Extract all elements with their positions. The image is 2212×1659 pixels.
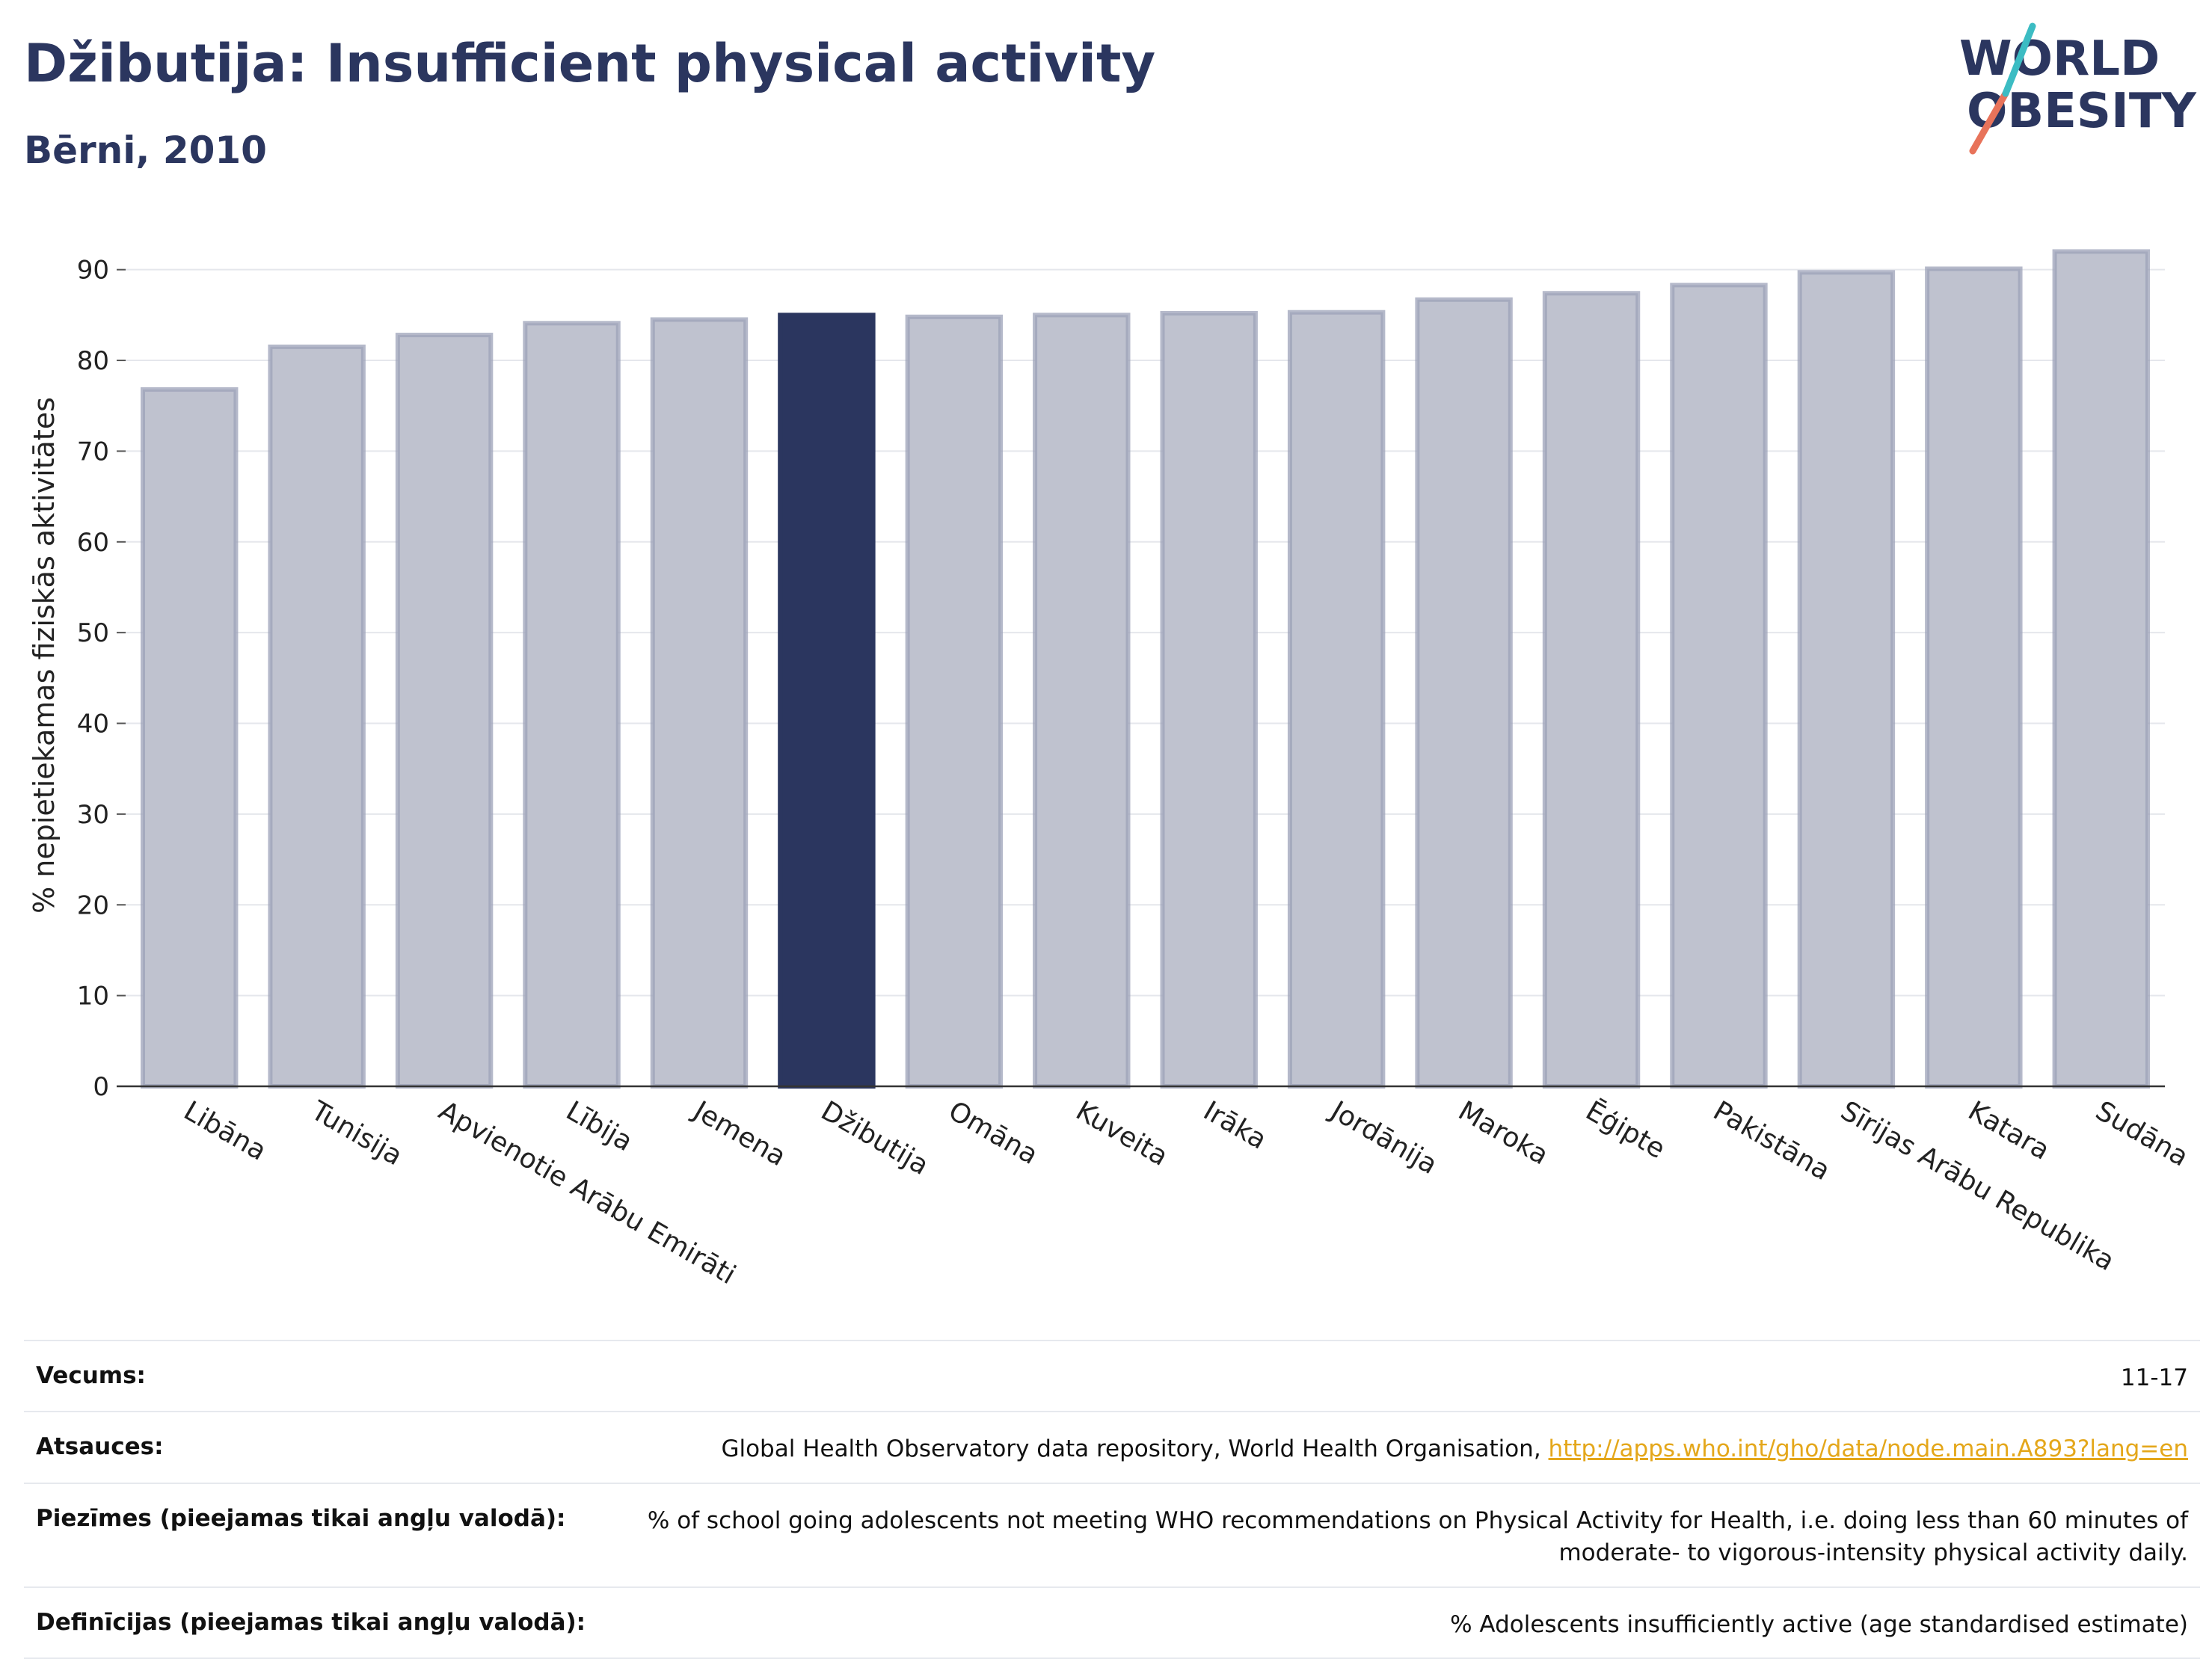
info-table: Vecums: 11-17 Atsauces: Global Health Obser… xyxy=(24,1340,2200,1659)
y-tick-label: 90 xyxy=(77,256,109,286)
info-key: Definīcijas (pieejamas tikai angļu valod… xyxy=(36,1608,586,1636)
page-title: Džibutija: Insufficient physical activit… xyxy=(24,33,1156,94)
x-tick-label: Pakistāna xyxy=(1708,1095,1835,1186)
info-value: 11-17 xyxy=(2121,1362,2188,1394)
info-row: Vecums: 11-17 xyxy=(24,1340,2200,1411)
info-row: Piezīmes (pieejamas tikai angļu valodā):… xyxy=(24,1482,2200,1586)
x-tick-label: Sudāna xyxy=(2090,1095,2193,1172)
category-labels: Libāna Tunisija Apvienotie Arābu EmirātiLī… xyxy=(179,1095,2193,1290)
y-tick-label: 50 xyxy=(77,618,109,648)
info-value-text: Global Health Observatory data repositor… xyxy=(721,1435,1549,1463)
y-tick-label: 0 xyxy=(93,1072,109,1102)
world-obesity-logo: WORLD OBESITY xyxy=(1959,22,2196,155)
bar xyxy=(1670,283,1768,1089)
bar xyxy=(141,387,239,1089)
info-key: Vecums: xyxy=(36,1362,146,1389)
info-value: Global Health Observatory data repositor… xyxy=(721,1433,2188,1465)
bar xyxy=(1542,291,1641,1089)
y-tick-label: 60 xyxy=(77,528,109,558)
page-subtitle: Bērni, 2010 xyxy=(24,129,267,172)
info-value-text: % Adolescents insufficiently active (age… xyxy=(1450,1610,2188,1638)
info-value-text: 11-17 xyxy=(2120,1364,2188,1391)
x-tick-label: Libāna xyxy=(179,1095,271,1166)
logo-line1: WORLD xyxy=(1959,31,2160,87)
x-tick-label: Džibutija xyxy=(816,1095,934,1181)
info-row: Atsauces: Global Health Observatory data … xyxy=(24,1411,2200,1482)
x-tick-label: Katara xyxy=(1963,1095,2055,1166)
bars xyxy=(141,249,2150,1089)
info-row: Definīcijas (pieejamas tikai angļu valod… xyxy=(24,1586,2200,1659)
y-tick-label: 20 xyxy=(77,890,109,920)
x-tick-label: Omāna xyxy=(943,1095,1042,1171)
logo-slash-teal xyxy=(2002,22,2036,97)
info-value-text: % of school going adolescents not meetin… xyxy=(647,1506,2188,1567)
y-tick-label: 40 xyxy=(77,710,109,739)
x-tick-label: Irāka xyxy=(1198,1095,1271,1155)
bar xyxy=(1925,266,2023,1089)
bar xyxy=(1287,310,1386,1089)
y-tick-label: 10 xyxy=(77,982,109,1012)
x-tick-label: Maroka xyxy=(1453,1095,1553,1171)
bar-highlighted xyxy=(778,313,876,1089)
bar xyxy=(1160,310,1258,1089)
y-tick-label: 80 xyxy=(77,346,109,376)
x-tick-label: Ēģipte xyxy=(1581,1095,1671,1165)
source-link[interactable]: http://apps.who.int/gho/data/node.main.A… xyxy=(1548,1435,2188,1463)
bar xyxy=(905,314,1004,1089)
bar xyxy=(650,317,749,1089)
x-tick-label: Jordānija xyxy=(1324,1095,1443,1181)
info-value: % Adolescents insufficiently active (age… xyxy=(1450,1609,2188,1641)
bar xyxy=(2052,249,2150,1089)
info-key: Atsauces: xyxy=(36,1433,164,1461)
bar xyxy=(1033,313,1131,1089)
x-tick-label: Jemena xyxy=(687,1095,791,1172)
info-key: Piezīmes (pieejamas tikai angļu valodā): xyxy=(36,1504,566,1532)
info-value: % of school going adolescents not meetin… xyxy=(580,1505,2188,1570)
x-tick-label: Kuveita xyxy=(1071,1095,1173,1172)
y-tick-label: 70 xyxy=(77,437,109,467)
bar xyxy=(268,344,366,1089)
y-axis-title: % nepietiekamas fiziskās aktivitātes xyxy=(28,397,61,914)
bar xyxy=(1797,270,1896,1089)
bar xyxy=(395,333,494,1089)
logo-slash-red xyxy=(1969,90,2009,155)
bar xyxy=(1415,297,1513,1089)
x-tick-label: Lībija xyxy=(561,1095,638,1157)
x-tick-label: Tunisija xyxy=(305,1095,408,1172)
bar xyxy=(523,321,621,1089)
axes: 0 10 20 30 40 50 60 70 80 90 xyxy=(77,256,2165,1102)
y-tick-label: 30 xyxy=(77,800,109,830)
